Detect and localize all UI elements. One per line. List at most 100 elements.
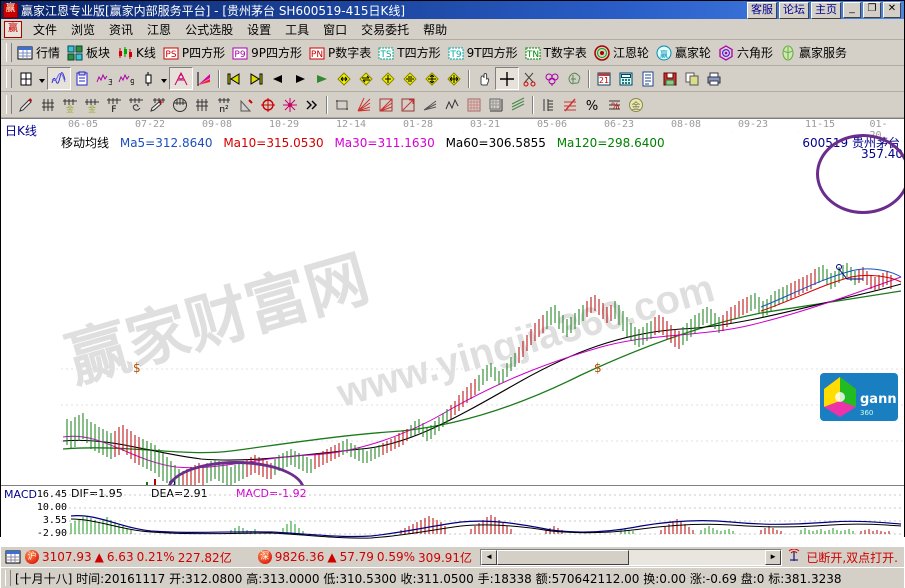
customer-service-button[interactable]: 客服 [747, 1, 777, 19]
last-button[interactable] [245, 68, 267, 89]
toolbar-button-quotes[interactable]: 行情 [15, 44, 65, 61]
macd-panel[interactable]: MACD DIF=1.95 DEA=2.91 MACD=-1.92 16.45 … [1, 485, 904, 546]
grid-tool[interactable] [37, 94, 59, 115]
rect-tool[interactable] [331, 94, 353, 115]
candle-style-button[interactable] [137, 68, 159, 89]
scroll-thumb[interactable] [497, 549, 630, 565]
cycle-tool[interactable] [169, 94, 191, 115]
minimize-button[interactable]: _ [843, 2, 861, 18]
grid2-tool[interactable] [191, 94, 213, 115]
percent-tool[interactable]: % [581, 94, 603, 115]
menu-item-trade[interactable]: 交易委托 [361, 22, 410, 37]
starburst-tool[interactable] [279, 94, 301, 115]
infobar-grip[interactable] [5, 570, 11, 586]
toolbar-button-sector[interactable]: 板块 [65, 44, 115, 61]
percent-cross-tool[interactable] [559, 94, 581, 115]
forum-button[interactable]: 论坛 [779, 1, 809, 19]
save-button[interactable] [659, 68, 681, 89]
notes-button[interactable] [637, 68, 659, 89]
f-line-tool[interactable]: F [103, 94, 125, 115]
zoom-in-button[interactable] [377, 68, 399, 89]
first-button[interactable] [223, 68, 245, 89]
calculator-button[interactable] [615, 68, 637, 89]
mesh-tool[interactable] [463, 94, 485, 115]
next-button[interactable] [289, 68, 311, 89]
gold-line-1-tool[interactable]: 金 [59, 94, 81, 115]
period-button[interactable] [15, 68, 37, 89]
zoom-h-button[interactable] [333, 68, 355, 89]
indicator3-button[interactable]: 3 [93, 68, 115, 89]
zoom-out-button[interactable] [399, 68, 421, 89]
close-button[interactable]: ✕ [883, 2, 901, 18]
toolbar-button-hexagon[interactable]: 六角形 [716, 44, 778, 61]
shenzhen-index[interactable]: 深 9826.36 ▲ 57.79 0.59% 309.91亿 [257, 549, 472, 566]
menu-item-tools[interactable]: 工具 [285, 22, 310, 37]
scroll-left-button[interactable]: ◄ [481, 549, 498, 565]
toolbar-button-winner-wheel[interactable]: 赢 赢家轮 [654, 44, 716, 61]
toolbar-button-t-square[interactable]: TS T四方形 [376, 44, 445, 61]
prev-button[interactable] [267, 68, 289, 89]
toolbar-button-winner-service[interactable]: 赢家服务 [778, 44, 852, 61]
zigzag-tool[interactable] [441, 94, 463, 115]
move-button[interactable] [443, 68, 465, 89]
horizontal-scrollbar[interactable]: ◄ ► [480, 548, 783, 566]
candle-style-dropdown[interactable] [159, 66, 169, 91]
toolbar-grip-nav[interactable] [6, 69, 12, 88]
angle-tool[interactable] [235, 94, 257, 115]
shanghai-index[interactable]: 沪 3107.93 ▲ 6.63 0.21% 227.82亿 [25, 549, 232, 566]
gold-line-2-tool[interactable]: 金 [81, 94, 103, 115]
homepage-button[interactable]: 主页 [811, 1, 841, 19]
parallel-tool[interactable] [507, 94, 529, 115]
scroll-right-button[interactable]: ► [765, 549, 782, 565]
fan-box-tool[interactable] [375, 94, 397, 115]
percent-line-tool[interactable]: % [603, 94, 625, 115]
zoom-swap-button[interactable] [355, 68, 377, 89]
menu-item-settings[interactable]: 设置 [247, 22, 272, 37]
box-arrow-tool[interactable] [397, 94, 419, 115]
scroll-track[interactable] [629, 551, 765, 564]
n2-tool[interactable]: n² [213, 94, 235, 115]
target-tool[interactable] [257, 94, 279, 115]
connection-status[interactable]: 已断开,双点打开. [787, 549, 904, 566]
crosshair-button[interactable] [495, 67, 519, 90]
maximize-button[interactable]: ❐ [863, 2, 881, 18]
flower-button[interactable] [541, 68, 563, 89]
toolbar-grip[interactable] [6, 43, 12, 62]
market-grid-icon[interactable] [5, 549, 21, 565]
gann-tool-button[interactable] [169, 67, 193, 90]
print-button[interactable] [703, 68, 725, 89]
toolbar-button-p-number-table[interactable]: PN P数字表 [307, 44, 376, 61]
more-tools[interactable] [301, 94, 323, 115]
gold-coin-tool[interactable]: 金 [625, 94, 647, 115]
scissors-button[interactable] [519, 68, 541, 89]
color-fan-button[interactable] [193, 68, 215, 89]
copy-button[interactable] [681, 68, 703, 89]
menu-item-browse[interactable]: 浏览 [71, 22, 96, 37]
toolbar-grip-draw[interactable] [6, 95, 12, 114]
grid-axis-tool[interactable] [485, 94, 507, 115]
toolbar-button-gann-wheel[interactable]: 江恩轮 [592, 44, 654, 61]
menu-item-file[interactable]: 文件 [33, 22, 58, 37]
clipboard-button[interactable] [71, 68, 93, 89]
period-dropdown[interactable] [37, 66, 47, 91]
multi-chart-button[interactable] [47, 67, 71, 90]
toolbar-button-9p-square[interactable]: P9 9P四方形 [230, 44, 307, 61]
ladder-tool[interactable] [537, 94, 559, 115]
toolbar-button-p-square[interactable]: PS P四方形 [161, 44, 230, 61]
rays-tool[interactable] [419, 94, 441, 115]
pen-tool[interactable] [15, 94, 37, 115]
menu-item-formula[interactable]: 公式选股 [185, 22, 234, 37]
brain-button[interactable] [563, 68, 585, 89]
hand-button[interactable] [473, 68, 495, 89]
menu-item-window[interactable]: 窗口 [323, 22, 348, 37]
pen-line-tool[interactable] [147, 94, 169, 115]
menu-item-gann[interactable]: 江恩 [147, 22, 172, 37]
menu-item-news[interactable]: 资讯 [109, 22, 134, 37]
calendar-button[interactable]: 21 [593, 68, 615, 89]
price-chart-panel[interactable]: 06-05 07-22 09-08 10-29 12-14 01-28 03-2… [1, 118, 904, 485]
toolbar-button-kline[interactable]: K线 [115, 44, 161, 61]
fan-tool[interactable] [353, 94, 375, 115]
toolbar-button-9t-square[interactable]: T9 9T四方形 [446, 44, 523, 61]
play-button[interactable] [311, 68, 333, 89]
menu-item-help[interactable]: 帮助 [423, 22, 448, 37]
